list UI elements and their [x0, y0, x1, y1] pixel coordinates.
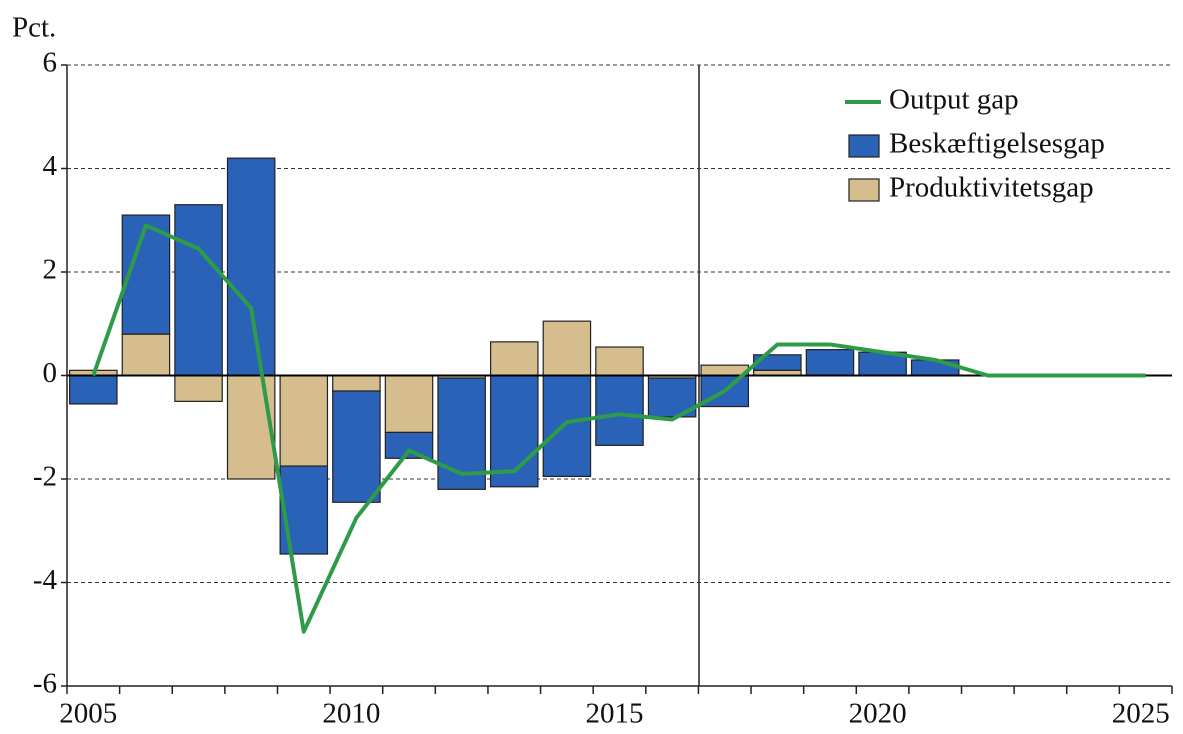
bar	[332, 390, 381, 503]
bar	[437, 377, 486, 490]
x-tick-label: 2015	[586, 698, 644, 730]
bar	[595, 374, 644, 446]
line-series	[91, 223, 1146, 634]
legend-swatch	[848, 134, 880, 158]
y-tick-label: 2	[43, 254, 58, 286]
y-tick-label: -4	[33, 564, 58, 596]
bar	[174, 204, 223, 377]
x-tick-label: 2025	[1112, 698, 1170, 730]
bar	[226, 157, 276, 377]
bar	[279, 374, 329, 467]
y-tick-label: -6	[33, 668, 57, 700]
bar	[121, 333, 171, 377]
x-tick-label: 2005	[59, 698, 117, 730]
bar	[595, 346, 644, 377]
bar	[174, 374, 223, 402]
legend-label: Beskæftigelsesgap	[889, 128, 1105, 160]
bar	[489, 374, 539, 488]
legend-label: Output gap	[889, 84, 1019, 116]
legend-swatch	[848, 178, 880, 202]
bar	[542, 320, 592, 377]
y-tick-label: 0	[43, 357, 58, 389]
y-tick-label: 4	[43, 150, 58, 182]
bar	[753, 354, 802, 371]
bar	[647, 377, 697, 418]
bar	[542, 374, 592, 478]
bar	[805, 349, 855, 377]
x-tick-label: 2010	[322, 698, 380, 730]
bar	[489, 341, 539, 377]
bar	[69, 374, 118, 405]
y-tick-label: -2	[33, 461, 57, 493]
y-axis-label: Pct.	[12, 12, 56, 44]
y-tick-label: 6	[43, 47, 58, 79]
legend-label: Produktivitetsgap	[889, 172, 1094, 204]
bar	[332, 374, 381, 392]
x-tick-label: 2020	[849, 698, 907, 730]
bar	[226, 374, 276, 480]
bar	[384, 431, 434, 459]
bar	[910, 359, 960, 377]
bar	[384, 374, 434, 434]
